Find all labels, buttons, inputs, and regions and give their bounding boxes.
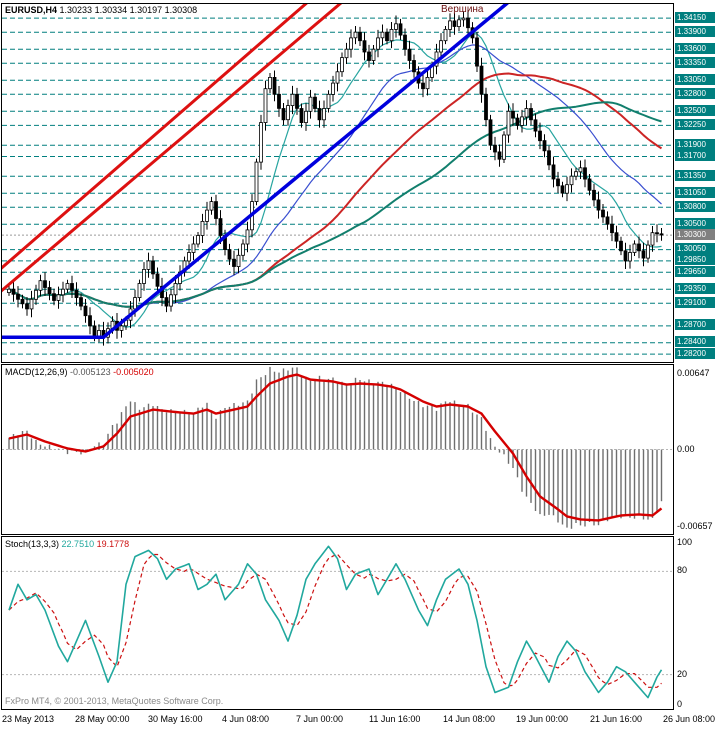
macd-header: MACD(12,26,9) -0.005123 -0.005020 [5,367,154,377]
price-level-label[interactable]: 1.29350 [675,282,715,294]
stoch-panel [1,536,674,710]
price-level-label[interactable]: 1.29650 [675,265,715,277]
price-level-label[interactable]: 1.33050 [675,73,715,85]
price-level-label[interactable]: 1.30050 [675,243,715,255]
ohlc-values: 1.30233 1.30334 1.30197 1.30308 [59,5,198,15]
price-level-label[interactable]: 1.30500 [675,217,715,229]
macd-value-signal: -0.005020 [113,367,154,377]
stoch-value-k: 22.7510 [61,539,95,549]
stoch-value-d: 19.1778 [96,539,130,549]
price-level-label[interactable]: 1.32800 [675,87,715,99]
macd-panel [1,364,674,535]
stoch-canvas[interactable] [2,537,673,709]
time-axis-label: 30 May 16:00 [148,714,203,724]
macd-signal-line [8,373,663,522]
price-level-label[interactable]: 1.28200 [675,347,715,359]
time-axis-label: 11 Jun 16:00 [369,714,421,724]
stoch-header: Stoch(13,3,3) 22.7510 19.1778 [5,539,129,549]
stoch-scale-label: 80 [677,565,688,576]
copyright-label: FxPro MT4, © 2001-2013, MetaQuotes Softw… [5,696,224,706]
price-level-label[interactable]: 1.34150 [675,11,715,23]
current-price-label: 1.30300 [675,228,715,240]
price-level-label[interactable]: 1.31050 [675,186,715,198]
stoch-scale-label: 100 [677,537,693,547]
macd-scale-label: 0.00647 [677,367,710,378]
macd-histogram [8,366,663,529]
main-chart-canvas[interactable] [2,4,673,362]
macd-scale-label: 0.00 [677,443,695,454]
stoch-k-line [8,545,663,699]
moving-average-10 [8,33,662,328]
macd-scale-label: -0.00657 [677,520,713,531]
trendline-2[interactable] [2,4,369,293]
time-axis-label: 4 Jun 08:00 [222,714,270,724]
price-level-label[interactable]: 1.32250 [675,118,715,130]
price-level-label[interactable]: 1.31700 [675,150,715,161]
price-level-label[interactable]: 1.29850 [675,254,715,266]
price-level-label[interactable]: 1.31900 [675,138,715,150]
peak-annotation[interactable]: Вершина [441,4,484,15]
chart-symbol-ohlc: EURUSD,H4 1.30233 1.30334 1.30197 1.3030… [5,5,197,15]
price-level-label[interactable]: 1.33600 [675,42,715,54]
price-level-label[interactable]: 1.29100 [675,296,715,308]
symbol-label: EURUSD,H4 [5,5,58,15]
price-level-label[interactable]: 1.31350 [675,169,715,181]
time-axis-label: 26 Jun 08:00 [663,714,715,724]
time-axis-label: 28 May 00:00 [75,714,130,724]
price-level-label[interactable]: 1.28400 [675,336,715,348]
stoch-scale-label: 20 [677,668,688,679]
price-level-label[interactable]: 1.33900 [675,25,715,37]
stoch-scale-label: 0 [677,699,683,709]
time-axis-label: 21 Jun 16:00 [590,714,643,724]
macd-name-label: MACD(12,26,9) [5,367,68,377]
price-level-label[interactable]: 1.30800 [675,200,715,212]
macd-canvas[interactable] [2,365,673,534]
price-level-label[interactable]: 1.32500 [675,104,715,116]
trendline-1[interactable] [2,4,347,270]
time-axis-label: 7 Jun 00:00 [296,714,344,724]
stoch-name-label: Stoch(13,3,3) [5,539,60,549]
price-level-label[interactable]: 1.33350 [675,56,715,68]
price-level-label[interactable]: 1.28700 [675,319,715,331]
trendline-4[interactable] [101,4,514,339]
main-chart-panel [1,3,674,363]
time-axis-label: 14 Jun 08:00 [443,714,496,724]
stoch-d-line [8,553,662,688]
moving-average-80 [8,101,662,308]
time-axis-label: 23 May 2013 [2,714,55,724]
macd-value-main: -0.005123 [70,367,111,377]
time-axis-label: 19 Jun 00:00 [516,714,569,724]
